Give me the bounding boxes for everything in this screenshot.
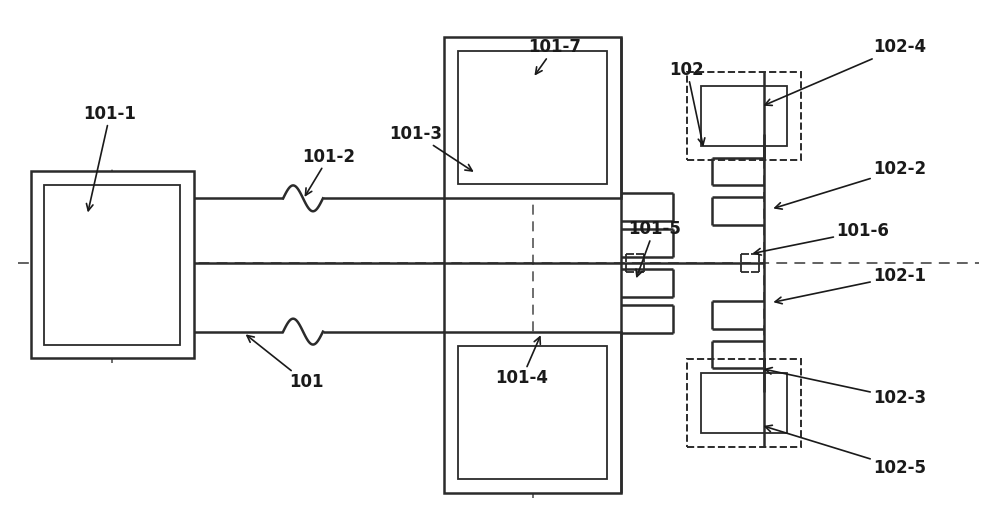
Text: 102: 102 xyxy=(670,61,705,145)
Text: 102-3: 102-3 xyxy=(765,367,926,407)
Bar xyxy=(701,86,787,145)
Text: 101-4: 101-4 xyxy=(495,337,548,388)
Text: 101: 101 xyxy=(247,336,323,391)
Text: 102-1: 102-1 xyxy=(775,267,926,304)
Bar xyxy=(458,51,607,184)
Bar xyxy=(458,345,607,479)
Text: 101-5: 101-5 xyxy=(628,220,681,277)
Text: 101-6: 101-6 xyxy=(754,222,889,255)
Bar xyxy=(444,37,621,199)
Bar xyxy=(701,374,787,433)
Text: 101-7: 101-7 xyxy=(528,38,581,74)
Text: 102-4: 102-4 xyxy=(765,38,926,105)
Text: 101-3: 101-3 xyxy=(389,125,472,171)
Bar xyxy=(31,171,194,358)
Bar xyxy=(444,332,621,493)
Text: 102-5: 102-5 xyxy=(765,425,926,477)
Text: 101-2: 101-2 xyxy=(302,147,355,195)
Bar xyxy=(44,185,180,344)
Text: 102-2: 102-2 xyxy=(775,160,926,209)
Bar xyxy=(687,359,801,447)
Text: 101-1: 101-1 xyxy=(84,105,137,210)
Bar xyxy=(687,72,801,159)
